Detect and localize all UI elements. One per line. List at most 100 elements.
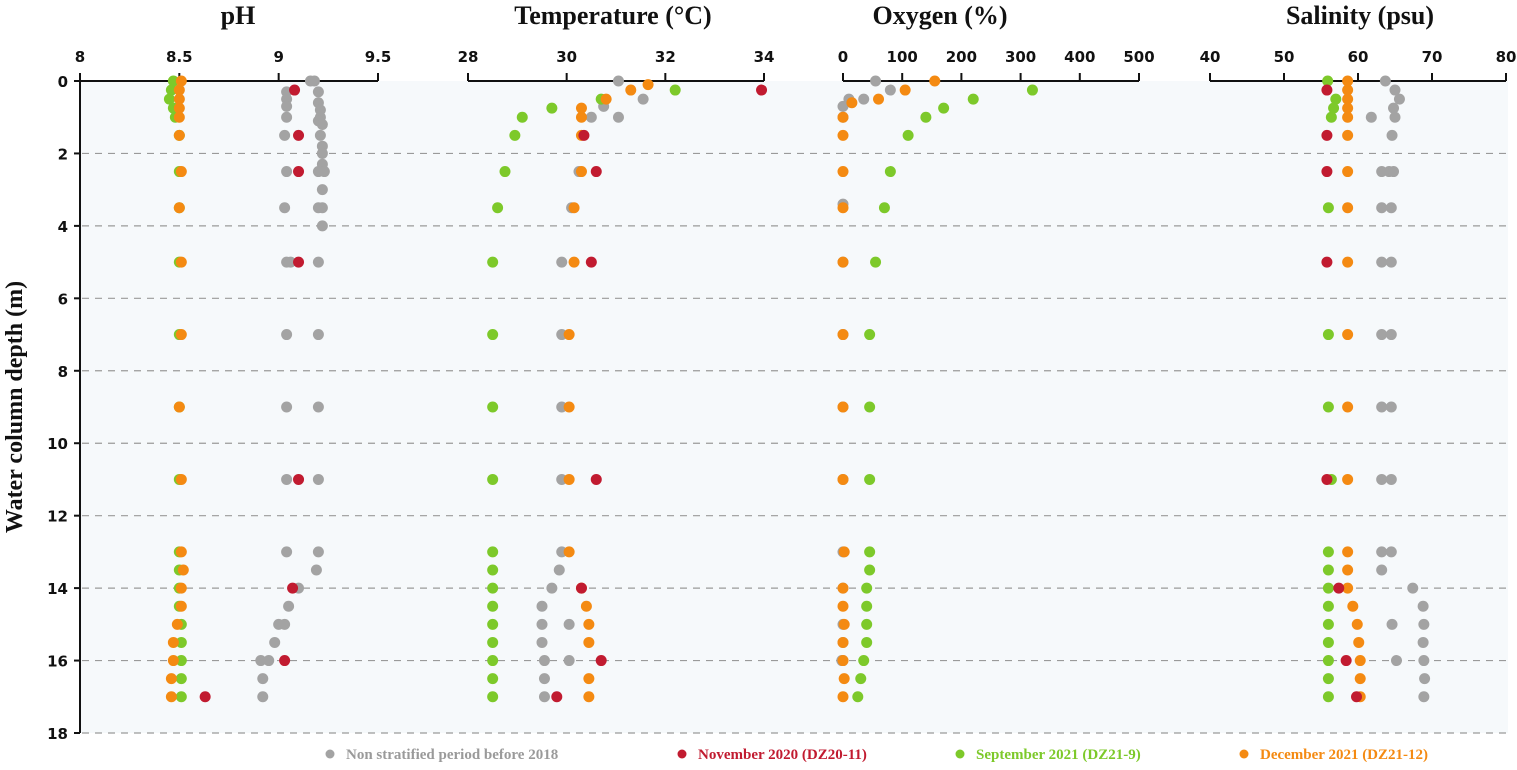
data-point-pre2018 <box>316 147 328 159</box>
panel-title: Salinity (psu) <box>1286 1 1434 30</box>
data-point-pre2018 <box>1418 618 1430 630</box>
x-tick-label: 300 <box>1005 48 1036 66</box>
data-point-dec2021 <box>1342 564 1354 576</box>
data-point-sep2021 <box>487 401 499 413</box>
data-point-dec2021 <box>167 655 179 667</box>
data-point-dec2021 <box>165 691 177 703</box>
data-point-sep2021 <box>487 673 499 685</box>
data-point-pre2018 <box>255 655 267 667</box>
data-point-dec2021 <box>165 673 177 685</box>
data-point-nov2020 <box>551 691 563 703</box>
data-point-sep2021 <box>864 473 876 485</box>
x-tick-label: 50 <box>1274 48 1295 66</box>
legend-marker <box>677 749 687 759</box>
data-point-pre2018 <box>1419 673 1431 685</box>
x-tick-label: 0 <box>838 48 848 66</box>
data-point-nov2020 <box>293 473 305 485</box>
data-point-dec2021 <box>838 673 850 685</box>
data-point-pre2018 <box>1385 256 1397 268</box>
data-point-dec2021 <box>175 473 187 485</box>
data-point-sep2021 <box>499 166 511 178</box>
data-point-nov2020 <box>1321 84 1333 96</box>
data-point-pre2018 <box>1385 401 1397 413</box>
data-point-pre2018 <box>1376 546 1388 558</box>
data-point-dec2021 <box>173 202 185 214</box>
x-tick-label: 80 <box>1496 48 1517 66</box>
data-point-dec2021 <box>1342 202 1354 214</box>
x-tick-label: 40 <box>1200 48 1221 66</box>
data-point-dec2021 <box>575 166 587 178</box>
data-point-nov2020 <box>279 655 291 667</box>
y-axis-label: Water column depth (m) <box>2 281 28 533</box>
data-point-pre2018 <box>1365 111 1377 123</box>
data-point-dec2021 <box>1347 600 1359 612</box>
data-point-pre2018 <box>269 636 281 648</box>
data-point-dec2021 <box>837 401 849 413</box>
data-point-dec2021 <box>837 582 849 594</box>
data-point-pre2018 <box>273 618 285 630</box>
y-axis: 0 2 4 6 8 10 12 14 16 18 <box>47 73 81 743</box>
data-point-sep2021 <box>861 582 873 594</box>
data-point-sep2021 <box>870 256 882 268</box>
data-point-dec2021 <box>575 111 587 123</box>
data-point-pre2018 <box>316 118 328 130</box>
data-point-pre2018 <box>1376 329 1388 341</box>
panels: pH 8 8.5 9 9.5 Temperature (°C) 28 30 32 34 Oxygen… <box>75 1 1517 703</box>
data-point-sep2021 <box>163 93 175 105</box>
data-point-dec2021 <box>1351 618 1363 630</box>
data-point-sep2021 <box>1026 84 1038 96</box>
data-point-pre2018 <box>585 111 597 123</box>
data-point-sep2021 <box>1322 691 1334 703</box>
legend-item: November 2020 (DZ20-11) <box>677 747 867 763</box>
x-tick-label: 100 <box>887 48 918 66</box>
data-point-sep2021 <box>175 655 187 667</box>
data-point-dec2021 <box>171 618 183 630</box>
data-point-pre2018 <box>285 256 297 268</box>
panel-3: Salinity (psu) 40 50 60 70 80 <box>1200 1 1517 703</box>
data-point-dec2021 <box>837 111 849 123</box>
data-point-dec2021 <box>1342 166 1354 178</box>
data-point-sep2021 <box>175 691 187 703</box>
data-point-dec2021 <box>175 166 187 178</box>
data-point-pre2018 <box>308 75 320 87</box>
data-point-pre2018 <box>281 111 293 123</box>
data-point-sep2021 <box>492 202 504 214</box>
data-point-pre2018 <box>1376 564 1388 576</box>
data-point-pre2018 <box>281 329 293 341</box>
data-point-sep2021 <box>878 202 890 214</box>
data-point-sep2021 <box>864 401 876 413</box>
y-tick-label: 0 <box>58 73 68 91</box>
panel-title: pH <box>221 1 256 30</box>
data-point-dec2021 <box>1354 655 1366 667</box>
data-point-dec2021 <box>563 329 575 341</box>
data-point-pre2018 <box>1389 84 1401 96</box>
data-point-pre2018 <box>316 184 328 196</box>
data-point-pre2018 <box>858 93 870 105</box>
data-point-pre2018 <box>1379 75 1391 87</box>
data-point-sep2021 <box>487 564 499 576</box>
panel-title: Temperature (°C) <box>514 1 711 30</box>
data-point-sep2021 <box>175 636 187 648</box>
data-point-nov2020 <box>590 473 602 485</box>
data-point-dec2021 <box>173 102 185 114</box>
data-point-dec2021 <box>837 256 849 268</box>
data-point-dec2021 <box>563 546 575 558</box>
data-point-dec2021 <box>1342 84 1354 96</box>
data-point-pre2018 <box>281 473 293 485</box>
legend-marker <box>955 749 965 759</box>
data-point-pre2018 <box>536 636 548 648</box>
data-point-sep2021 <box>669 84 681 96</box>
data-point-sep2021 <box>864 564 876 576</box>
data-point-dec2021 <box>837 166 849 178</box>
x-tick-label: 70 <box>1422 48 1443 66</box>
legend-label: September 2021 (DZ21-9) <box>976 747 1141 763</box>
x-tick-label: 60 <box>1348 48 1369 66</box>
data-point-dec2021 <box>837 600 849 612</box>
data-point-dec2021 <box>838 618 850 630</box>
data-point-nov2020 <box>575 582 587 594</box>
x-tick-label: 400 <box>1064 48 1095 66</box>
data-point-pre2018 <box>870 75 882 87</box>
y-tick-label: 6 <box>58 290 68 308</box>
data-point-nov2020 <box>578 129 590 141</box>
data-point-sep2021 <box>487 691 499 703</box>
